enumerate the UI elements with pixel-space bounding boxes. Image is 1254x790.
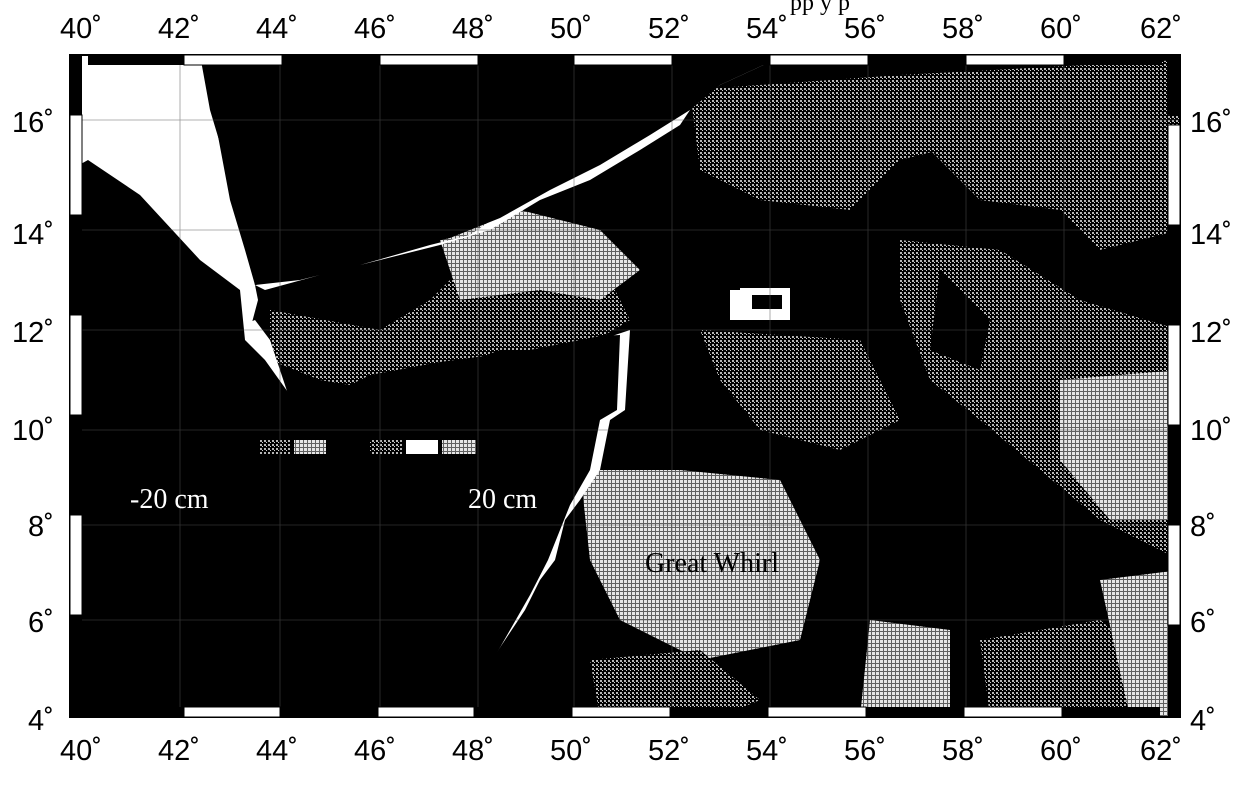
lon-tick: 44˚ [256,735,298,767]
lat-ticks-right: 4˚ 6˚ 8˚ 10˚ 12˚ 14˚ 16˚ [1190,107,1232,737]
lat-tick: 8˚ [1190,511,1216,543]
lon-tick: 46˚ [354,13,396,45]
lat-tick: 10˚ [1190,415,1232,447]
lon-tick: 52˚ [648,735,690,767]
lon-tick: 44˚ [256,13,298,45]
colorbar-min-label: -20 cm [130,484,209,515]
lon-tick: 52˚ [648,13,690,45]
lat-tick: 8˚ [28,511,54,543]
lon-tick: 54˚ [746,735,788,767]
lon-tick: 56˚ [844,735,886,767]
lon-ticks-top: 40˚ 42˚ 44˚ 46˚ 48˚ 50˚ 52˚ 54˚ 56˚ 58˚ … [60,13,1182,45]
anomaly-patches [270,60,1180,717]
lat-tick: 6˚ [28,607,54,639]
lat-tick: 14˚ [1190,219,1232,251]
lat-tick: 6˚ [1190,607,1216,639]
lon-tick: 60˚ [1040,13,1082,45]
lat-tick: 4˚ [28,705,54,737]
lat-tick: 10˚ [12,415,54,447]
lat-ticks-left: 4˚ 6˚ 8˚ 10˚ 12˚ 14˚ 16˚ [12,107,54,737]
graticule [70,55,1180,717]
lon-tick: 50˚ [550,735,592,767]
lon-ticks-bottom: 40˚ 42˚ 44˚ 46˚ 48˚ 50˚ 52˚ 54˚ 56˚ 58˚ … [60,735,1182,767]
lon-tick: 42˚ [158,13,200,45]
colorbar-max-label: 20 cm [468,484,537,515]
lon-tick: 56˚ [844,13,886,45]
lon-tick: 42˚ [158,735,200,767]
lon-tick: 40˚ [60,13,102,45]
map-title-fragment: pp y p [790,0,850,16]
great-whirl-label: Great Whirl [645,548,779,579]
lon-tick: 60˚ [1040,735,1082,767]
lon-tick: 54˚ [746,13,788,45]
map-frame [69,54,1181,718]
lon-tick: 48˚ [452,735,494,767]
colorbar [260,440,476,454]
lat-tick: 16˚ [1190,107,1232,139]
lon-tick: 62˚ [1140,13,1182,45]
lat-tick: 14˚ [12,219,54,251]
lat-tick: 12˚ [12,317,54,349]
lon-tick: 48˚ [452,13,494,45]
land-interior-dark [70,160,620,717]
lon-tick: 50˚ [550,13,592,45]
lon-tick: 62˚ [1140,735,1182,767]
lat-tick: 12˚ [1190,317,1232,349]
lon-tick: 58˚ [942,13,984,45]
lon-tick: 40˚ [60,735,102,767]
lon-tick: 58˚ [942,735,984,767]
land-arabia-interior [215,55,900,285]
lat-tick: 16˚ [12,107,54,139]
lat-tick: 4˚ [1190,705,1216,737]
lon-tick: 46˚ [354,735,396,767]
